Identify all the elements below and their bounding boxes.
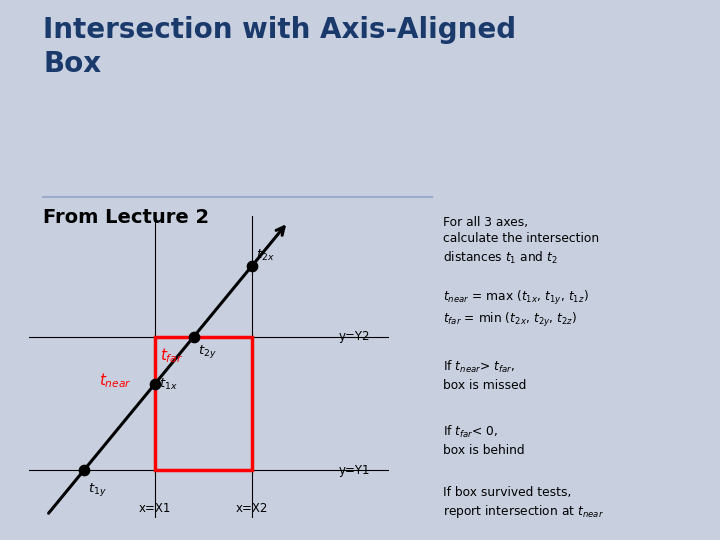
Text: If box survived tests,
report intersection at $t_{near}$: If box survived tests, report intersecti… — [443, 486, 604, 520]
Point — [246, 261, 258, 270]
Text: $t_{near}$ = max ($t_{1x}$, $t_{1y}$, $t_{1z}$)
$t_{far}$ = min ($t_{2x}$, $t_{2: $t_{near}$ = max ($t_{1x}$, $t_{1y}$, $t… — [443, 289, 588, 329]
Text: If $t_{far}$< 0,
box is behind: If $t_{far}$< 0, box is behind — [443, 424, 524, 456]
Text: If $t_{near}$> $t_{far}$,
box is missed: If $t_{near}$> $t_{far}$, box is missed — [443, 359, 526, 392]
Bar — [155, 337, 252, 470]
Text: x=X1: x=X1 — [139, 502, 171, 515]
Text: Intersection with Axis-Aligned
Box: Intersection with Axis-Aligned Box — [43, 16, 516, 78]
Text: x=X2: x=X2 — [236, 502, 268, 515]
Text: $t_{near}$: $t_{near}$ — [99, 372, 132, 390]
Text: y=Y1: y=Y1 — [338, 463, 370, 476]
Point — [78, 465, 90, 474]
Text: From Lecture 2: From Lecture 2 — [43, 208, 210, 227]
Text: $t_{far}$: $t_{far}$ — [161, 346, 184, 364]
Text: $t_{1y}$: $t_{1y}$ — [88, 481, 107, 497]
Text: $t_{2y}$: $t_{2y}$ — [198, 343, 217, 360]
Text: y=Y2: y=Y2 — [338, 330, 370, 343]
Text: $t_{2x}$: $t_{2x}$ — [256, 248, 275, 263]
Point — [149, 380, 161, 388]
Point — [188, 333, 199, 341]
Text: For all 3 axes,
calculate the intersection
distances $t_1$ and $t_2$: For all 3 axes, calculate the intersecti… — [443, 216, 599, 266]
Text: $t_{1x}$: $t_{1x}$ — [159, 376, 178, 392]
